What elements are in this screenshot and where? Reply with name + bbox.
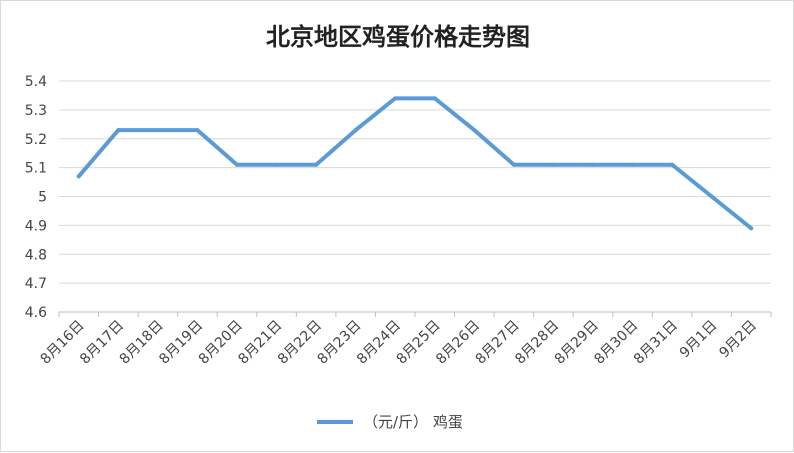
data-point — [274, 162, 279, 167]
data-point — [235, 162, 239, 167]
x-tick-label: 9月1日 — [677, 318, 721, 362]
y-tick-label: 4.7 — [25, 276, 47, 292]
data-point — [195, 128, 200, 133]
data-point — [353, 128, 358, 133]
data-point — [393, 96, 398, 101]
series-layer — [76, 96, 754, 231]
chart-title: 北京地区鸡蛋价格走势图 — [266, 22, 530, 51]
y-tick-label: 5 — [38, 190, 47, 206]
series-line — [76, 96, 754, 231]
y-tick-label: 4.9 — [25, 218, 47, 234]
data-point — [670, 162, 675, 167]
data-point — [511, 162, 516, 167]
data-point — [116, 128, 121, 133]
data-point — [709, 194, 714, 199]
y-tick-label: 5.3 — [25, 103, 47, 119]
data-point — [472, 128, 477, 133]
y-axis-ticks: 4.6 4.7 4.8 4.9 5 5.1 5.2 5.3 5.4 — [25, 74, 47, 321]
data-point — [591, 162, 595, 167]
x-tick-label: 9月2日 — [716, 318, 760, 362]
x-axis: 8月16日8月17日8月18日8月19日8月20日8月21日8月22日8月23日… — [38, 312, 772, 368]
y-tick-label: 5.4 — [25, 74, 47, 90]
data-point — [630, 162, 635, 167]
legend-label: （元/斤） 鸡蛋 — [363, 413, 463, 431]
data-point — [551, 162, 556, 167]
y-tick-label: 5.2 — [25, 132, 47, 148]
data-point — [432, 96, 437, 101]
data-point — [749, 226, 754, 231]
data-point — [155, 128, 160, 133]
y-tick-label: 4.8 — [25, 247, 47, 263]
x-tick-label: 8月31日 — [631, 318, 681, 368]
legend: （元/斤） 鸡蛋 — [317, 413, 463, 431]
y-tick-label: 5.1 — [25, 161, 47, 177]
data-point — [76, 174, 81, 179]
grid-lines — [59, 80, 771, 313]
y-tick-label: 4.6 — [25, 305, 47, 321]
data-point — [314, 162, 319, 167]
